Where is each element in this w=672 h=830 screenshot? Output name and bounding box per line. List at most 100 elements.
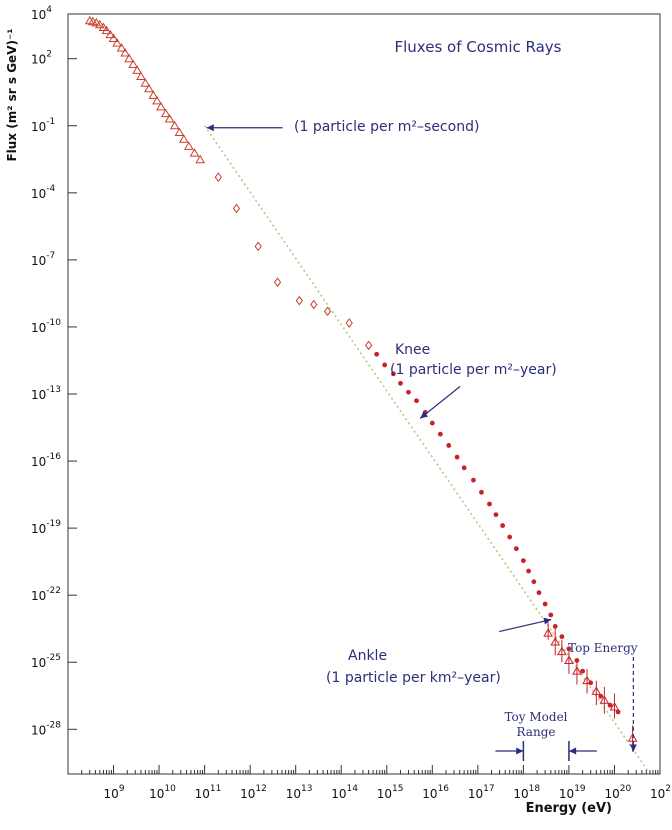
data-point-diamond: [345, 318, 353, 328]
data-point-triangle: [128, 59, 139, 69]
x-tick-exponent: 19: [574, 784, 586, 794]
data-point-triangle: [101, 25, 112, 35]
x-tick-exponent: 20: [620, 784, 632, 794]
data-point-dot: [414, 398, 419, 404]
data-point-dot: [615, 709, 621, 715]
x-tick-label: 1015: [377, 784, 404, 801]
arrow-ankle: [499, 618, 552, 633]
annotation-ankle-label: Ankle: [348, 648, 387, 664]
data-point-dot: [552, 624, 558, 629]
y-tick-exponent: -22: [46, 586, 61, 596]
data-point-error-marker: [564, 655, 574, 664]
data-point-diamond: [365, 340, 373, 351]
data-point-diamond: [254, 241, 262, 252]
data-point-triangle: [144, 83, 154, 93]
x-tick-exponent: 12: [255, 784, 266, 794]
y-tick-exponent: -7: [46, 251, 55, 261]
data-point-triangle: [112, 38, 123, 47]
y-tick-exponent: 4: [46, 5, 52, 15]
annotation-toy-model: Toy Model: [504, 710, 567, 724]
data-point-dot: [493, 512, 499, 518]
y-tick-label: 10-16: [31, 452, 61, 469]
x-axis-ticks: 109 1010 1011 1012 1013 1014 1015 1016 1017 1018 1…: [81, 765, 672, 801]
data-point-diamond: [295, 295, 303, 306]
data-point-triangle: [156, 101, 166, 111]
data-point-error-marker: [543, 628, 554, 637]
data-point-triangle: [195, 154, 206, 164]
x-tick-exponent: 10: [164, 784, 176, 794]
annotation-m2-second: (1 particle per m²–second): [294, 119, 479, 135]
data-point-triangle: [148, 90, 159, 99]
arrow-toy-range-left-head: [516, 747, 524, 755]
data-point-triangle: [164, 114, 175, 123]
y-axis-ticks: 104 102 10-1 10-4 10-7 10-10 10-13 10-16 10-19 10…: [31, 5, 77, 737]
x-tick-label: 1018: [513, 784, 540, 801]
x-tick-label: 1010: [149, 784, 176, 801]
data-point-dot: [526, 568, 531, 574]
data-point-dot: [500, 523, 506, 528]
data-point-dot: [471, 477, 476, 483]
y-tick-exponent: -13: [46, 385, 61, 395]
annotation-ankle-rate: (1 particle per km²–year): [326, 670, 501, 686]
arrow-m2-second-head: [206, 124, 214, 132]
annotation-knee-label: Knee: [395, 342, 430, 358]
x-tick-label: 109: [104, 784, 125, 801]
y-tick-exponent: 2: [46, 50, 52, 60]
data-point-triangle: [124, 53, 134, 63]
data-point-dot: [429, 420, 435, 426]
y-tick-label: 10-28: [31, 720, 61, 737]
data-point-error-marker: [557, 646, 567, 656]
data-point-dot: [542, 601, 548, 607]
data-point-error-marker: [572, 666, 582, 675]
x-tick-exponent: 13: [301, 784, 312, 794]
data-point-triangle: [178, 134, 189, 143]
x-tick-exponent: 18: [529, 784, 541, 794]
y-tick-label: 104: [31, 5, 52, 22]
data-point-triangle: [169, 120, 180, 130]
annotation-arrows: [206, 124, 637, 761]
data-point-triangle: [140, 78, 151, 87]
data-point-dot: [461, 465, 467, 471]
arrow-knee: [419, 385, 461, 419]
y-tick-exponent: -10: [46, 318, 61, 328]
annotation-toy-model-range: Range: [517, 725, 556, 739]
x-tick-exponent: 11: [210, 784, 221, 794]
arrow-knee-head: [420, 411, 428, 419]
x-tick-label: 1020: [604, 784, 631, 801]
data-point-triangle: [136, 71, 146, 80]
x-tick-label: 1013: [286, 784, 313, 801]
data-series: [84, 15, 638, 752]
arrow-ankle-head: [543, 617, 552, 625]
y-tick-label: 10-13: [31, 385, 61, 402]
data-point-error-marker: [550, 637, 561, 646]
x-tick-exponent: 14: [347, 784, 359, 794]
data-point-triangle: [120, 47, 131, 57]
data-point-dot: [479, 489, 484, 495]
y-tick-label: 102: [31, 50, 52, 67]
reference-line: [203, 125, 651, 775]
data-point-dot: [487, 501, 492, 507]
x-axis-label: Energy (eV): [526, 801, 612, 816]
x-tick-label: 1012: [240, 784, 267, 801]
data-point-error-marker: [591, 686, 602, 695]
x-tick-exponent: 16: [438, 784, 450, 794]
data-point-error-marker: [582, 675, 592, 685]
data-point-diamond: [323, 306, 332, 317]
data-point-dot: [382, 362, 388, 368]
annotation-knee-rate: (1 particle per m²–year): [390, 362, 557, 378]
x-tick-label: 1011: [195, 784, 222, 801]
data-point-dot: [507, 534, 513, 540]
y-tick-exponent: -28: [46, 720, 61, 730]
data-point-dot: [437, 431, 443, 437]
data-point-triangle: [152, 95, 162, 105]
annotations: (1 particle per m²–second) Knee (1 parti…: [294, 119, 638, 739]
data-point-dot: [536, 590, 542, 596]
data-point-triangle: [132, 65, 143, 74]
data-point-error-marker: [627, 733, 638, 742]
data-point-dot: [446, 443, 452, 448]
data-point-triangle: [105, 29, 116, 39]
data-point-triangle: [160, 108, 171, 118]
y-tick-label: 10-10: [31, 318, 61, 335]
y-tick-exponent: -4: [46, 184, 55, 194]
